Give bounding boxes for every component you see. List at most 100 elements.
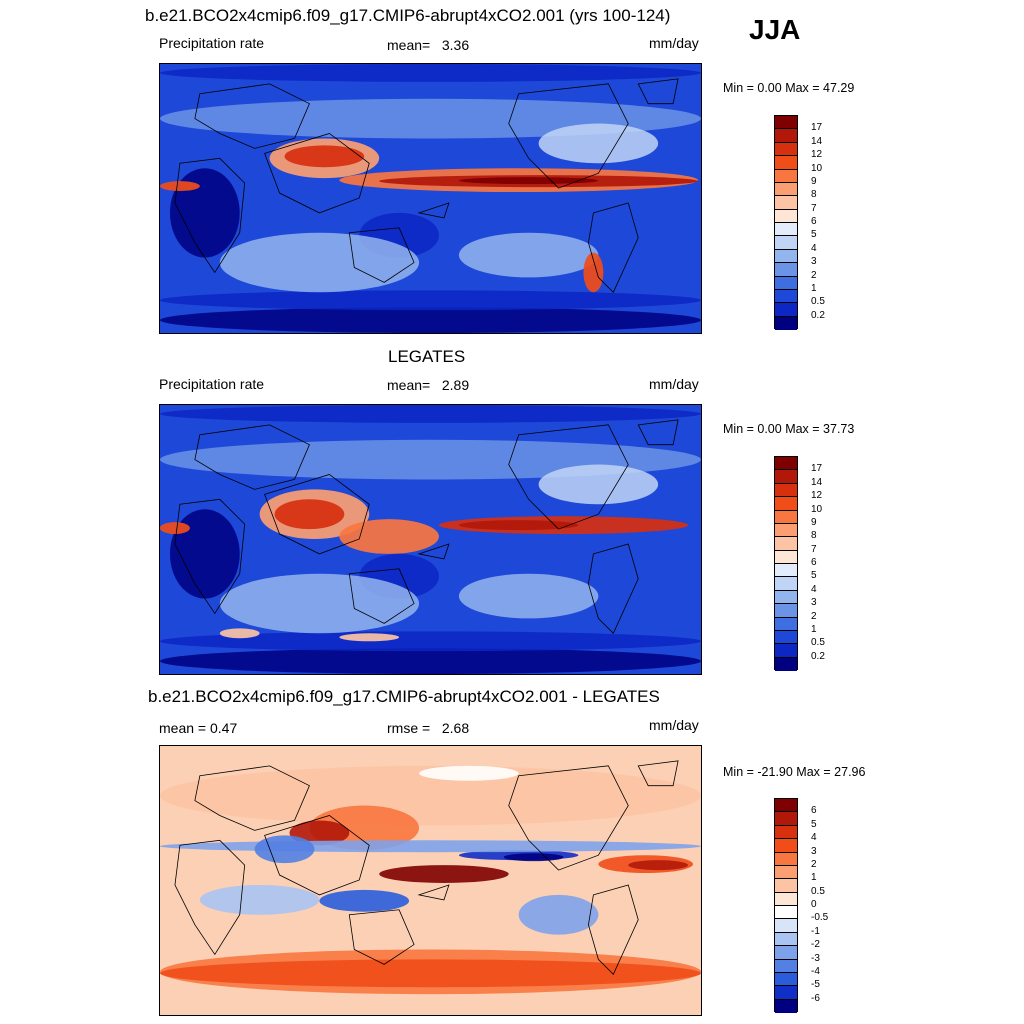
colorbar-tick-label: 9: [811, 175, 817, 187]
panel1-units: mm/day: [649, 35, 699, 51]
colorbar-tick-label: 6: [811, 557, 817, 568]
colorbar-tick-label: 5: [811, 570, 817, 582]
map-field: [160, 746, 701, 1015]
panel1-variable-label: Precipitation rate: [159, 35, 265, 51]
colorbar-tick-label: 8: [811, 189, 817, 201]
map-field: [160, 405, 701, 674]
panel3-rmse: rmse = 2.68: [387, 720, 469, 736]
colorbar-tick-label: -3: [811, 952, 820, 964]
colorbar-swatch: [775, 799, 797, 813]
colorbar-tick-label: 4: [811, 242, 817, 254]
colorbar-swatch: [775, 196, 797, 210]
colorbar-swatch: [775, 457, 797, 471]
colorbar-tick-label: 5: [811, 818, 817, 830]
colorbar-tick-label: 0: [811, 899, 817, 910]
colorbar-tick-label: 4: [811, 583, 817, 595]
colorbar-tick-label: 14: [811, 476, 823, 488]
panel1-colorbar: [774, 115, 798, 330]
colorbar-tick-label: 17: [811, 463, 823, 475]
colorbar-swatch: [775, 263, 797, 277]
season-label: JJA: [749, 14, 801, 45]
colorbar-swatch: [775, 919, 797, 933]
colorbar-swatch: [775, 116, 797, 130]
colorbar-tick-label: -0.5: [811, 912, 829, 924]
colorbar-swatch: [775, 604, 797, 618]
colorbar-tick-label: 0.2: [811, 650, 825, 662]
colorbar-swatch: [775, 510, 797, 524]
colorbar-tick-label: 3: [811, 845, 817, 857]
colorbar-swatch: [775, 303, 797, 317]
colorbar-swatch: [775, 657, 797, 671]
colorbar-swatch: [775, 209, 797, 223]
colorbar-swatch: [775, 865, 797, 880]
colorbar-swatch: [775, 537, 797, 551]
panel1-title: b.e21.BCO2x4cmip6.f09_g17.CMIP6-abrupt4x…: [145, 6, 671, 25]
colorbar-swatch: [775, 812, 797, 826]
colorbar-tick-label: -1: [811, 925, 820, 937]
colorbar-swatch: [775, 617, 797, 631]
colorbar-swatch: [775, 590, 797, 605]
colorbar-tick-label: 2: [811, 269, 817, 281]
colorbar-swatch: [775, 839, 797, 853]
colorbar-swatch: [775, 630, 797, 645]
colorbar-tick-label: -6: [811, 992, 820, 1004]
colorbar-swatch: [775, 236, 797, 250]
colorbar-tick-label: 8: [811, 530, 817, 542]
panel2-map: [159, 404, 702, 675]
colorbar-swatch: [775, 959, 797, 973]
colorbar-swatch: [775, 316, 797, 330]
colorbar-tick-label: -5: [811, 979, 820, 991]
colorbar-tick-label: 0.5: [811, 885, 825, 897]
colorbar-swatch: [775, 892, 797, 906]
colorbar-tick-label: 3: [811, 256, 817, 268]
panel3-rmse-value: 2.68: [441, 720, 470, 736]
colorbar-swatch: [775, 289, 797, 304]
colorbar-tick-label: 0.5: [811, 296, 825, 308]
panel3-title: b.e21.BCO2x4cmip6.f09_g17.CMIP6-abrupt4x…: [148, 687, 660, 706]
colorbar-tick-label: 6: [811, 805, 817, 817]
colorbar-swatch: [775, 825, 797, 840]
colorbar-swatch: [775, 644, 797, 658]
colorbar-swatch: [775, 946, 797, 960]
colorbar-swatch: [775, 906, 797, 920]
colorbar-swatch: [775, 276, 797, 290]
panel1-mean: mean= 3.36: [387, 37, 469, 53]
panel3-rmse-label: rmse =: [387, 720, 431, 736]
panel3-colorbar: [774, 798, 798, 1013]
colorbar-swatch: [775, 156, 797, 170]
panel1-minmax: Min = 0.00 Max = 47.29: [723, 81, 855, 95]
colorbar-swatch: [775, 470, 797, 484]
colorbar-swatch: [775, 497, 797, 511]
colorbar-swatch: [775, 564, 797, 578]
panel2-title: LEGATES: [388, 347, 466, 366]
panel2-variable-label: Precipitation rate: [159, 376, 265, 392]
panel3-mean: mean = 0.47: [159, 720, 238, 736]
panel3-minmax: Min = -21.90 Max = 27.96: [723, 765, 866, 779]
colorbar-tick-label: 4: [811, 832, 817, 844]
colorbar-swatch: [775, 129, 797, 143]
colorbar-tick-label: 17: [811, 122, 823, 134]
panel2-colorbar: [774, 456, 798, 671]
panel2-units: mm/day: [649, 376, 699, 392]
colorbar-tick-label: 1: [811, 872, 817, 884]
colorbar-tick-label: 2: [811, 858, 817, 870]
colorbar-swatch: [775, 852, 797, 866]
colorbar-tick-label: 7: [811, 543, 817, 555]
colorbar-tick-label: 0.2: [811, 309, 825, 321]
colorbar-tick-label: 10: [811, 503, 823, 515]
colorbar-tick-label: 6: [811, 216, 817, 227]
colorbar-tick-label: 1: [811, 623, 817, 635]
colorbar-swatch: [775, 182, 797, 197]
colorbar-tick-label: 12: [811, 490, 823, 502]
colorbar-swatch: [775, 169, 797, 183]
panel2-minmax: Min = 0.00 Max = 37.73: [723, 422, 855, 436]
colorbar-swatch: [775, 999, 797, 1013]
panel3-map: [159, 745, 702, 1016]
colorbar-tick-label: 0.5: [811, 637, 825, 649]
panel2-mean-value: 2.89: [441, 377, 470, 393]
colorbar-swatch: [775, 223, 797, 237]
colorbar-tick-label: 10: [811, 162, 823, 174]
colorbar-swatch: [775, 879, 797, 893]
colorbar-swatch: [775, 972, 797, 987]
colorbar-swatch: [775, 550, 797, 564]
